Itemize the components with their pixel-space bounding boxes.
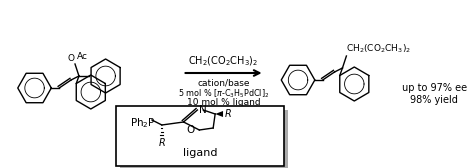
Polygon shape — [215, 111, 223, 117]
Text: O: O — [67, 54, 74, 63]
Text: ligand: ligand — [183, 148, 218, 158]
Bar — [120, 110, 288, 168]
Text: R: R — [158, 138, 165, 148]
Text: cation/base: cation/base — [197, 78, 250, 87]
Text: R: R — [225, 109, 232, 119]
Text: 98% yield: 98% yield — [410, 95, 458, 105]
Text: Ph$_2$P: Ph$_2$P — [130, 116, 156, 130]
Text: up to 97% ee: up to 97% ee — [401, 83, 467, 93]
Text: CH$_2$(CO$_2$CH$_3$)$_2$: CH$_2$(CO$_2$CH$_3$)$_2$ — [188, 54, 259, 68]
Text: 5 mol % [$\pi$-C$_3$H$_5$PdCl]$_2$: 5 mol % [$\pi$-C$_3$H$_5$PdCl]$_2$ — [178, 88, 269, 100]
Bar — [117, 106, 284, 166]
Text: CH$_2$(CO$_2$CH$_3$)$_2$: CH$_2$(CO$_2$CH$_3$)$_2$ — [346, 43, 411, 55]
Text: N: N — [200, 105, 207, 115]
Text: Ac: Ac — [77, 52, 88, 61]
Text: O: O — [186, 125, 194, 135]
Text: 10 mol % ligand: 10 mol % ligand — [187, 98, 260, 107]
